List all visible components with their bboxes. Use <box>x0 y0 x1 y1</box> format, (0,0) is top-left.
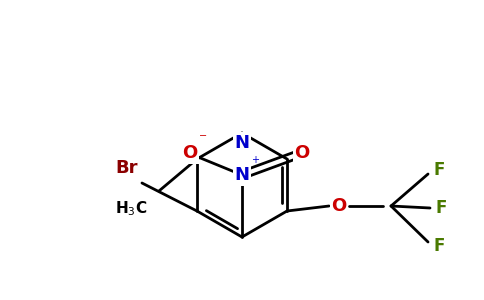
Text: O: O <box>182 144 197 162</box>
Text: O: O <box>332 197 347 215</box>
Text: F: F <box>435 199 446 217</box>
Text: N: N <box>235 134 249 152</box>
Text: H$_3$C: H$_3$C <box>115 199 147 218</box>
Text: F: F <box>433 161 444 179</box>
Text: $^-$: $^-$ <box>197 132 208 146</box>
Text: Br: Br <box>116 159 138 177</box>
Text: F: F <box>433 237 444 255</box>
Text: O: O <box>294 144 310 162</box>
Text: N: N <box>235 166 249 184</box>
Text: $^+$: $^+$ <box>249 155 260 169</box>
